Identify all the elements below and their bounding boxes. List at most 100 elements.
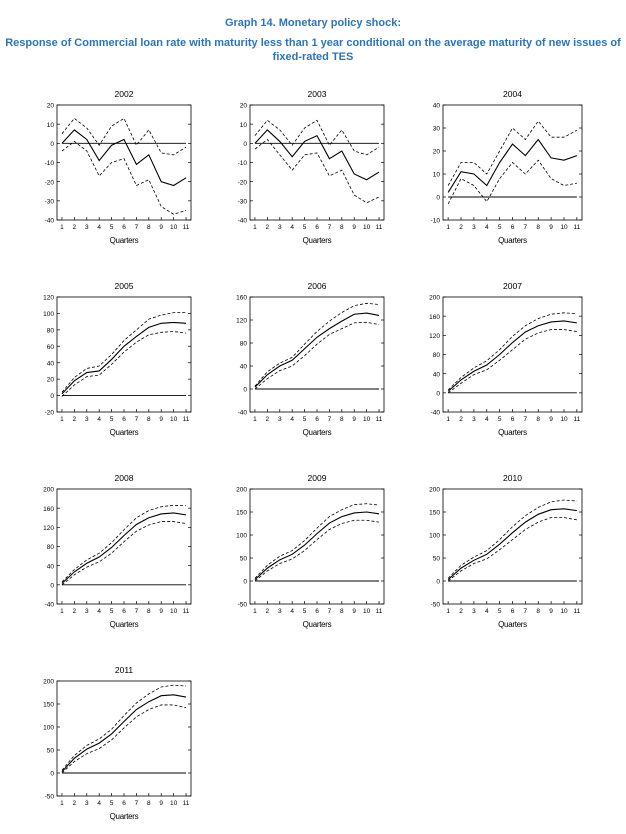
series-confidence-band-line [61, 521, 187, 586]
series-response-line [447, 320, 577, 392]
chart-panel-2010: 2010 -50 0 50 100 150 200 1 2 3 4 5 6 7 8 9 10 11 Quarters [429, 473, 583, 629]
chart-title: 2002 [115, 89, 134, 99]
plot-frame [249, 488, 385, 605]
x-tick-label: 3 [472, 224, 476, 231]
x-tick-label: 11 [183, 416, 190, 423]
x-tick-label: 1 [60, 608, 64, 615]
series-confidence-band-line [61, 312, 187, 393]
series-confidence-band-line [254, 302, 380, 387]
series-confidence-band-line [447, 120, 578, 186]
x-tick-label: 11 [376, 416, 383, 423]
y-tick-label: 60 [47, 344, 55, 351]
x-tick-label: 5 [110, 416, 114, 423]
x-tick-label: 4 [97, 800, 101, 807]
x-tick-label: 2 [73, 224, 77, 231]
x-tick-label: 7 [135, 224, 139, 231]
chart-title: 2003 [308, 89, 327, 99]
x-tick-label: 2 [459, 224, 463, 231]
y-tick-label: 100 [236, 533, 247, 540]
x-axis-label: Quarters [110, 236, 139, 245]
x-tick-label: 2 [73, 416, 77, 423]
x-tick-label: 10 [363, 416, 371, 423]
y-tick-label: 80 [240, 341, 248, 348]
x-tick-label: 6 [315, 224, 319, 231]
chart-panel-2003: 2003 -40 -30 -20 -10 0 10 20 1 2 3 4 5 6 7 8 9 10 11 Quarte… [238, 89, 385, 245]
y-tick-label: 40 [433, 103, 441, 110]
series-confidence-band-line [447, 517, 577, 582]
y-tick-label: -30 [238, 198, 248, 205]
x-tick-label: 7 [135, 416, 139, 423]
x-tick-label: 9 [549, 416, 553, 423]
x-tick-label: 6 [122, 608, 126, 615]
x-tick-label: 3 [278, 224, 282, 231]
x-tick-label: 9 [352, 224, 356, 231]
x-tick-label: 4 [485, 224, 489, 231]
x-tick-label: 9 [352, 416, 356, 423]
x-axis-label: Quarters [303, 236, 332, 245]
x-tick-label: 8 [147, 608, 151, 615]
series-confidence-band-line [61, 117, 187, 156]
x-tick-label: 6 [511, 416, 515, 423]
x-tick-label: 2 [266, 416, 270, 423]
y-tick-label: 150 [43, 702, 54, 709]
y-tick-label: 20 [433, 149, 441, 156]
plot-frame [56, 488, 192, 605]
x-tick-label: 5 [110, 608, 114, 615]
plot-frame [249, 104, 385, 221]
y-tick-label: 0 [243, 387, 247, 394]
x-tick-label: 5 [498, 416, 502, 423]
series-response-line [61, 129, 187, 187]
x-tick-label: 4 [290, 608, 294, 615]
x-tick-label: 8 [147, 224, 151, 231]
x-tick-label: 9 [159, 416, 163, 423]
x-tick-label: 8 [147, 416, 151, 423]
page-subtitle-line2: fixed-rated TES [272, 51, 354, 63]
chart-title: 2010 [503, 473, 522, 483]
chart-panel-2002: 2002 -40 -30 -20 -10 0 10 20 1 2 3 4 5 6 7 8 9 10 11 Quarte… [45, 89, 192, 245]
y-tick-label: 0 [243, 579, 247, 586]
x-tick-label: 4 [290, 224, 294, 231]
chart-panel-2008: 2008 -40 0 40 80 120 160 200 1 2 3 4 5 6 7 8 9 10 11 Quarte… [43, 473, 192, 629]
y-tick-label: 200 [236, 487, 247, 494]
series-confidence-band-line [254, 503, 380, 579]
y-tick-label: 120 [43, 295, 54, 302]
chart-panel-2009: 2009 -50 0 50 100 150 200 1 2 3 4 5 6 7 8 9 10 11 Quarters [236, 473, 385, 629]
chart-title: 2005 [115, 281, 134, 291]
y-tick-label: 200 [429, 295, 440, 302]
series-confidence-band-line [254, 138, 380, 204]
x-axis-label: Quarters [110, 812, 139, 821]
y-tick-label: -30 [45, 198, 55, 205]
x-tick-label: 2 [73, 800, 77, 807]
x-tick-label: 10 [170, 224, 178, 231]
y-tick-label: -40 [238, 410, 248, 417]
x-tick-label: 5 [498, 608, 502, 615]
x-tick-label: 6 [122, 416, 126, 423]
x-tick-label: 6 [315, 608, 319, 615]
y-tick-label: 100 [429, 533, 440, 540]
x-tick-label: 6 [315, 416, 319, 423]
x-tick-label: 9 [159, 224, 163, 231]
x-tick-label: 1 [60, 416, 64, 423]
plot-frame [249, 296, 385, 413]
x-tick-label: 8 [536, 416, 540, 423]
y-tick-label: 30 [433, 126, 441, 133]
x-tick-label: 11 [183, 608, 190, 615]
x-tick-label: 9 [159, 800, 163, 807]
series-confidence-band-line [447, 159, 577, 205]
x-tick-label: 3 [85, 800, 89, 807]
y-tick-label: 50 [47, 748, 55, 755]
y-tick-label: -20 [45, 410, 55, 417]
y-tick-label: 100 [43, 311, 54, 318]
x-tick-label: 7 [328, 416, 332, 423]
x-tick-label: 4 [485, 416, 489, 423]
y-tick-label: 10 [240, 122, 248, 129]
chart-panel-2005: 2005 -20 0 20 40 60 80 100 120 1 2 3 4 5 6 7 8 9 10 11 Quart… [43, 281, 192, 437]
x-tick-label: 2 [266, 224, 270, 231]
y-tick-label: 150 [236, 510, 247, 517]
plot-frame [56, 680, 192, 797]
x-tick-label: 4 [97, 224, 101, 231]
x-tick-label: 8 [147, 800, 151, 807]
y-tick-label: 200 [429, 487, 440, 494]
x-tick-label: 2 [266, 608, 270, 615]
y-tick-label: 150 [429, 510, 440, 517]
